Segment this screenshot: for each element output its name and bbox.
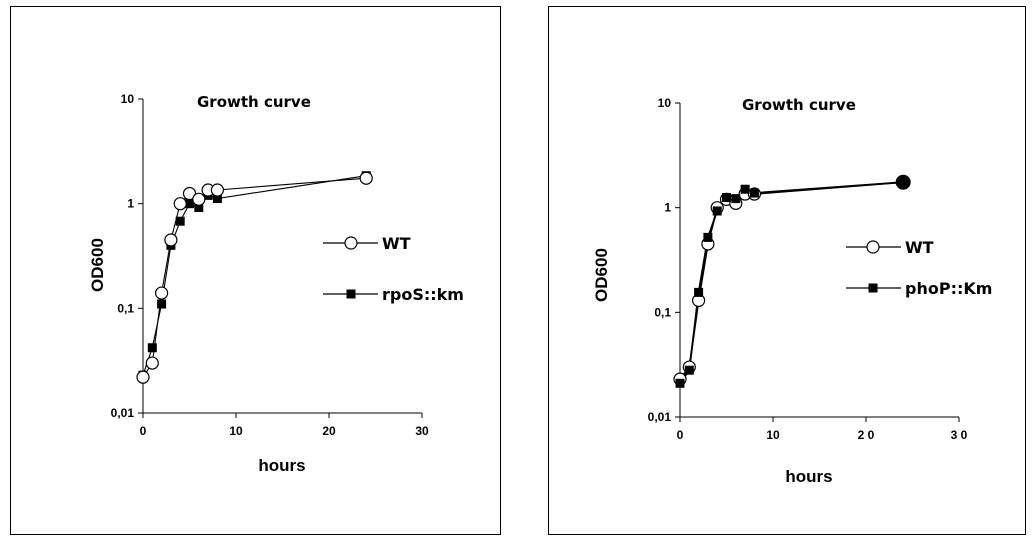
data-point xyxy=(712,206,722,216)
y-axis-label: OD600 xyxy=(592,248,611,302)
chart-panel-left: 0,01 0,1 1 10 0 10 20 30 Growth curve hours OD600 W… xyxy=(10,6,501,535)
y-tick-label: 0,1 xyxy=(654,305,671,319)
y-tick-label: 10 xyxy=(121,92,135,106)
x-axis-label: hours xyxy=(258,456,305,475)
data-point xyxy=(749,188,759,198)
data-point xyxy=(694,287,704,297)
y-tick-label: 10 xyxy=(658,96,672,110)
y-tick-label: 0,01 xyxy=(111,406,135,420)
growth-curve-chart-left: 0,01 0,1 1 10 0 10 20 30 Growth curve hours OD600 W… xyxy=(88,92,464,475)
data-point xyxy=(173,197,187,211)
data-point xyxy=(182,186,197,201)
x-tick-label: 0 xyxy=(677,428,684,442)
data-point xyxy=(147,343,157,353)
x-tick-label: 10 xyxy=(229,424,243,438)
data-point xyxy=(703,232,713,242)
x-tick-label: 30 xyxy=(415,424,429,438)
legend-label: WT xyxy=(382,234,411,253)
legend-marker xyxy=(868,283,878,293)
x-tick-label: 0 xyxy=(140,424,147,438)
y-tick-label: 0,1 xyxy=(117,301,134,315)
data-point xyxy=(359,171,373,185)
chart-title: Growth curve xyxy=(197,93,311,111)
data-point xyxy=(722,193,731,203)
series-line-1 xyxy=(142,175,367,376)
y-axis-label: OD600 xyxy=(88,238,107,292)
data-point xyxy=(684,365,694,375)
x-tick-label: 10 xyxy=(766,428,780,442)
data-point xyxy=(136,370,150,384)
legend-marker xyxy=(346,289,356,299)
data-point xyxy=(210,183,224,197)
legend-label: WT xyxy=(905,238,934,257)
data-point xyxy=(175,216,185,226)
data-point xyxy=(192,192,206,206)
legend-marker xyxy=(344,236,358,250)
chart-panel-right: 0,01 0,1 1 10 0 10 2 0 3 0 Growth curve hours OD60… xyxy=(548,6,1026,535)
data-point xyxy=(740,184,750,194)
y-tick-label: 0,01 xyxy=(648,410,672,424)
data-point xyxy=(145,356,159,370)
legend-marker xyxy=(866,240,880,254)
data-point xyxy=(155,286,169,300)
x-tick-label: 2 0 xyxy=(858,428,875,442)
data-point xyxy=(895,174,911,190)
y-tick-label: 1 xyxy=(127,197,134,211)
x-tick-label: 3 0 xyxy=(951,428,968,442)
growth-curve-chart-right: 0,01 0,1 1 10 0 10 2 0 3 0 Growth curve hours OD60… xyxy=(592,96,992,486)
data-point xyxy=(731,194,741,204)
data-point xyxy=(164,233,178,247)
x-tick-label: 20 xyxy=(322,424,336,438)
chart-title: Growth curve xyxy=(742,96,856,114)
legend-label: rpoS::km xyxy=(382,285,464,304)
data-point xyxy=(157,299,167,309)
data-point xyxy=(675,378,685,388)
x-axis-label: hours xyxy=(785,467,832,486)
y-tick-label: 1 xyxy=(664,201,671,215)
legend-label: phoP::Km xyxy=(905,279,992,298)
